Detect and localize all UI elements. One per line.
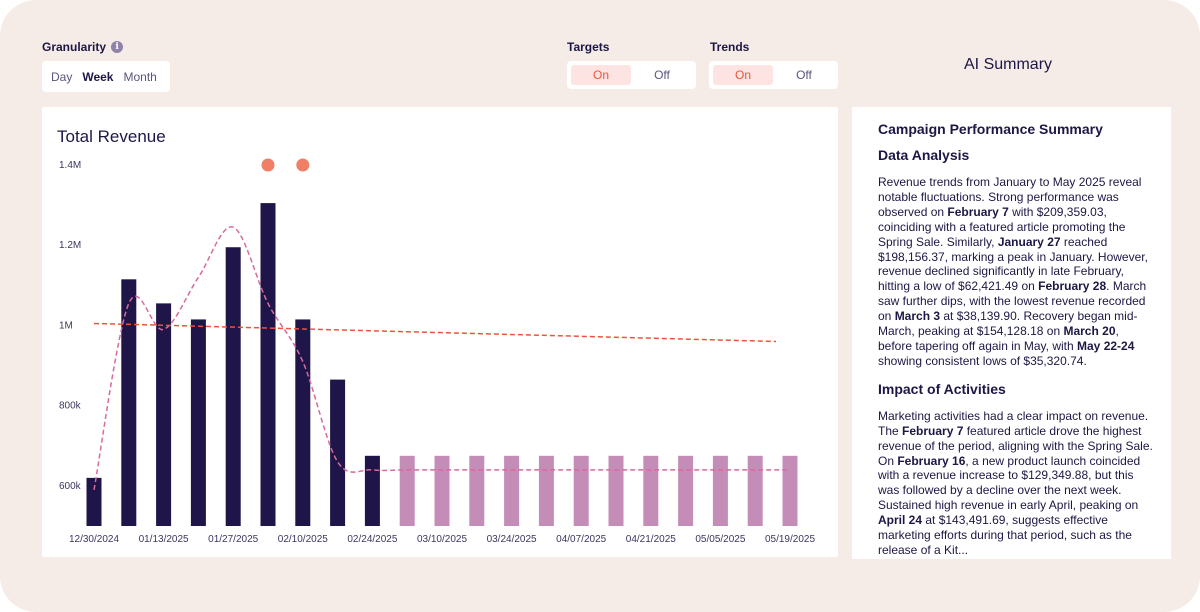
x-tick-label: 02/24/2025 — [347, 534, 397, 545]
granularity-option-month[interactable]: Month — [123, 69, 157, 84]
x-tick-label: 05/19/2025 — [765, 534, 815, 545]
x-tick-label: 01/27/2025 — [208, 534, 258, 545]
summary-title: Campaign Performance Summary — [878, 121, 1103, 137]
x-tick-label: 04/07/2025 — [556, 534, 606, 545]
forecast-bar — [469, 455, 485, 526]
section-heading-data-analysis: Data Analysis — [878, 147, 970, 163]
impact-paragraph: Marketing activities had a clear impact … — [878, 409, 1154, 558]
targets-off-button[interactable]: Off — [654, 68, 670, 82]
paragraph-text: with $209,359.03, coinciding with a feat… — [878, 204, 1126, 249]
highlighted-date: February 28 — [1038, 279, 1107, 294]
linear-trend-line — [93, 322, 777, 343]
y-tick-label: 800k — [59, 401, 82, 412]
paragraph-text: . March saw further dips, with the lowes… — [878, 279, 1147, 324]
highlighted-date: February 7 — [947, 204, 1009, 219]
y-tick-label: 600k — [59, 481, 82, 492]
trends-off-button[interactable]: Off — [796, 68, 812, 82]
revenue-chart-card: Total Revenue 600k 800k 1M 1.2M 1.4M 12/30/20… — [42, 107, 838, 557]
forecast-bar — [399, 455, 415, 526]
target-marker — [261, 158, 275, 172]
forecast-bar — [678, 455, 694, 526]
forecast-bar — [747, 455, 763, 526]
paragraph-text: reached $198,156.37, marking a peak in J… — [878, 234, 1148, 294]
actual-bar — [121, 279, 137, 526]
info-icon[interactable]: i — [111, 41, 124, 53]
y-tick-label: 1.2M — [59, 240, 81, 251]
actual-bar — [86, 477, 102, 526]
forecast-bar — [782, 455, 798, 526]
paragraph-text: Revenue trends from January to May 2025 … — [878, 175, 1142, 219]
forecast-bar — [573, 455, 589, 526]
x-tick-label: 03/10/2025 — [417, 534, 467, 545]
trends-label: Trends — [710, 40, 750, 54]
trends-on-button[interactable]: On — [713, 65, 773, 85]
section-heading-impact: Impact of Activities — [878, 380, 1006, 397]
x-tick-label: 12/30/2024 — [69, 534, 119, 545]
actual-bar — [364, 455, 380, 526]
forecast-bar — [643, 455, 659, 526]
chart-title: Total Revenue — [57, 127, 166, 146]
granularity-selector: Day Week Month — [42, 61, 170, 92]
forecast-bar — [538, 455, 554, 526]
x-tick-label: 03/24/2025 — [487, 534, 537, 545]
actual-bar — [225, 247, 241, 526]
x-tick-label: 04/21/2025 — [626, 534, 676, 545]
targets-toggle: On Off — [567, 61, 696, 89]
forecast-bar — [712, 455, 728, 526]
highlighted-date: April 24 — [878, 513, 923, 528]
x-tick-label: 01/13/2025 — [139, 534, 189, 545]
target-marker — [296, 158, 310, 172]
highlighted-date: March 3 — [894, 309, 941, 324]
highlighted-date: February 7 — [902, 423, 964, 438]
trends-toggle: On Off — [709, 61, 838, 89]
revenue-chart: 600k 800k 1M 1.2M 1.4M 12/30/2024 01/13/2025 01… — [59, 158, 815, 545]
actual-bar — [156, 303, 172, 526]
paragraph-text: , a new product launch coincided with a … — [878, 453, 1141, 513]
actual-bar — [260, 203, 276, 526]
forecast-bar — [434, 455, 450, 526]
highlighted-date: January 27 — [997, 234, 1061, 249]
forecast-bar — [608, 455, 624, 526]
paragraph-text: showing consistent lows of $35,320.74. — [878, 353, 1087, 368]
smoothed-trend-line — [93, 226, 790, 491]
paragraph-text: at $143,491.69, suggests effective marke… — [878, 513, 1132, 557]
paragraph-text: at $38,139.90. Recovery began mid-March,… — [878, 309, 1138, 339]
highlighted-date: March 20 — [1063, 324, 1116, 339]
granularity-label: Granularity — [42, 40, 107, 54]
actual-bar — [295, 319, 311, 526]
paragraph-text: featured article drove the highest reven… — [878, 423, 1153, 468]
paragraph-text: , before tapering off again in May, with — [878, 324, 1119, 353]
granularity-label-group: Granularity i — [42, 40, 124, 54]
targets-on-button[interactable]: On — [571, 65, 631, 85]
ai-summary-heading: AI Summary — [964, 56, 1053, 73]
highlighted-date: May 22-24 — [1077, 338, 1135, 353]
x-tick-label: 02/10/2025 — [278, 534, 328, 545]
y-tick-label: 1.4M — [59, 160, 81, 171]
x-tick-label: 05/05/2025 — [695, 534, 745, 545]
summary-panel[interactable]: Campaign Performance Summary Data Analys… — [852, 107, 1171, 559]
granularity-option-week[interactable]: Week — [82, 69, 114, 84]
highlighted-date: February 16 — [897, 453, 966, 468]
paragraph-text: Marketing activities had a clear impact … — [878, 408, 1149, 438]
forecast-bar — [504, 455, 520, 526]
y-tick-label: 1M — [59, 320, 73, 331]
actual-bar — [190, 319, 206, 526]
data-analysis-paragraph: Revenue trends from January to May 2025 … — [878, 175, 1154, 369]
granularity-option-day[interactable]: Day — [51, 69, 73, 84]
actual-bar — [330, 379, 346, 526]
targets-label: Targets — [567, 40, 610, 54]
